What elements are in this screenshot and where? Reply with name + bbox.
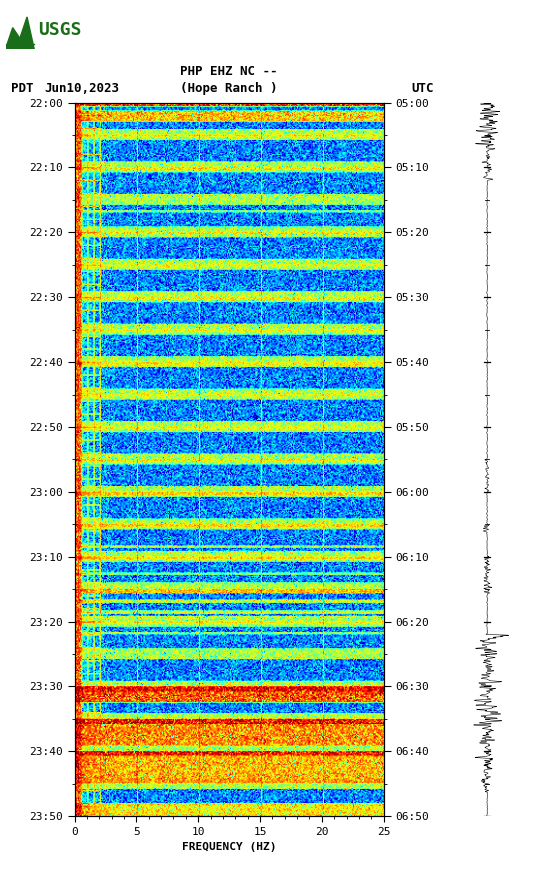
Text: Jun10,2023: Jun10,2023 [44,82,119,95]
Text: USGS: USGS [38,21,81,38]
Text: UTC: UTC [411,82,434,95]
Polygon shape [6,17,34,49]
Text: PHP EHZ NC --: PHP EHZ NC -- [181,64,278,78]
Text: (Hope Ranch ): (Hope Ranch ) [181,82,278,95]
X-axis label: FREQUENCY (HZ): FREQUENCY (HZ) [182,842,277,852]
Text: PDT: PDT [11,82,34,95]
